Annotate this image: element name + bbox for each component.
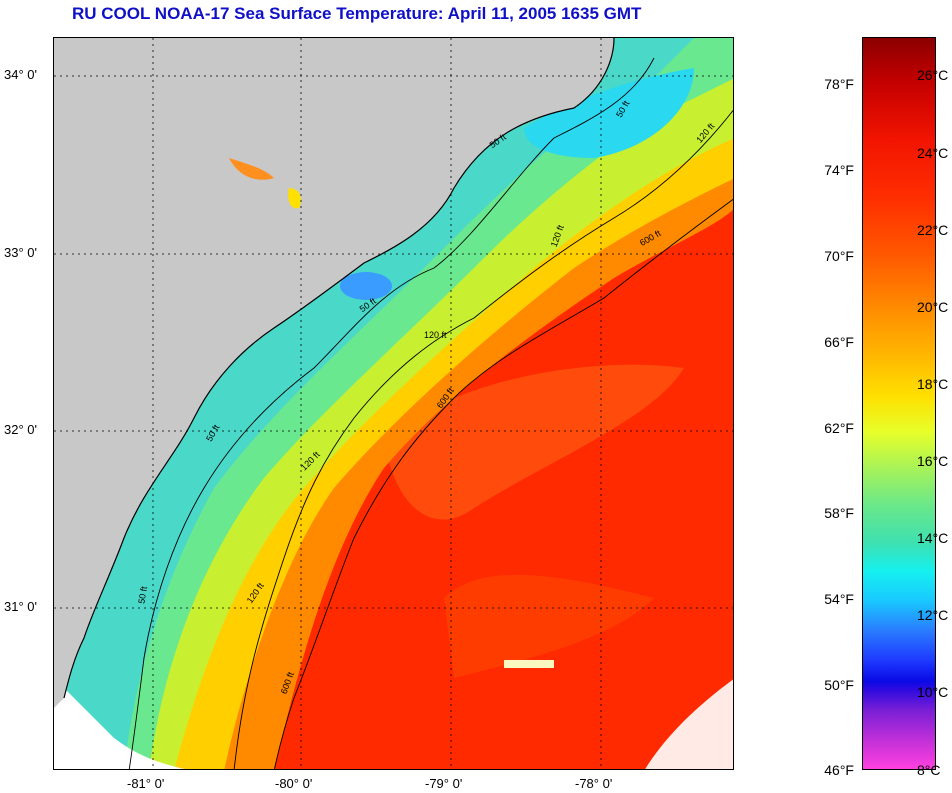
fahrenheit-label: 58°F <box>824 505 854 521</box>
fahrenheit-label: 54°F <box>824 591 854 607</box>
sst-map: 50 ft 120 ft 600 ft 50 ft 120 ft 600 ft … <box>53 37 734 770</box>
celsius-label: 16°C <box>917 453 949 469</box>
fahrenheit-label: 74°F <box>824 162 854 178</box>
fahrenheit-label: 50°F <box>824 677 854 693</box>
celsius-label: 18°C <box>917 376 949 392</box>
celsius-label: 24°C <box>917 145 949 161</box>
celsius-label: 22°C <box>917 222 949 238</box>
longitude-label: -80° 0' <box>275 776 313 791</box>
fahrenheit-label: 66°F <box>824 334 854 350</box>
fahrenheit-label: 70°F <box>824 248 854 264</box>
celsius-label: 8°C <box>917 762 941 778</box>
celsius-label: 12°C <box>917 607 949 623</box>
celsius-label: 26°C <box>917 67 949 83</box>
fahrenheit-label: 78°F <box>824 76 854 92</box>
longitude-label: -81° 0' <box>127 776 165 791</box>
celsius-label: 14°C <box>917 530 949 546</box>
latitude-label: 34° 0' <box>4 67 37 82</box>
longitude-label: -79° 0' <box>425 776 463 791</box>
map-title: RU COOL NOAA-17 Sea Surface Temperature:… <box>72 4 642 23</box>
sst-map-image <box>54 38 733 769</box>
latitude-label: 31° 0' <box>4 599 37 614</box>
contour-label: 120 ft <box>424 330 447 340</box>
celsius-label: 20°C <box>917 299 949 315</box>
longitude-label: -78° 0' <box>575 776 613 791</box>
fahrenheit-label: 46°F <box>824 762 854 778</box>
latitude-label: 33° 0' <box>4 245 37 260</box>
fahrenheit-label: 62°F <box>824 420 854 436</box>
temperature-colorbar <box>862 37 936 770</box>
celsius-label: 10°C <box>917 684 949 700</box>
latitude-label: 32° 0' <box>4 422 37 437</box>
